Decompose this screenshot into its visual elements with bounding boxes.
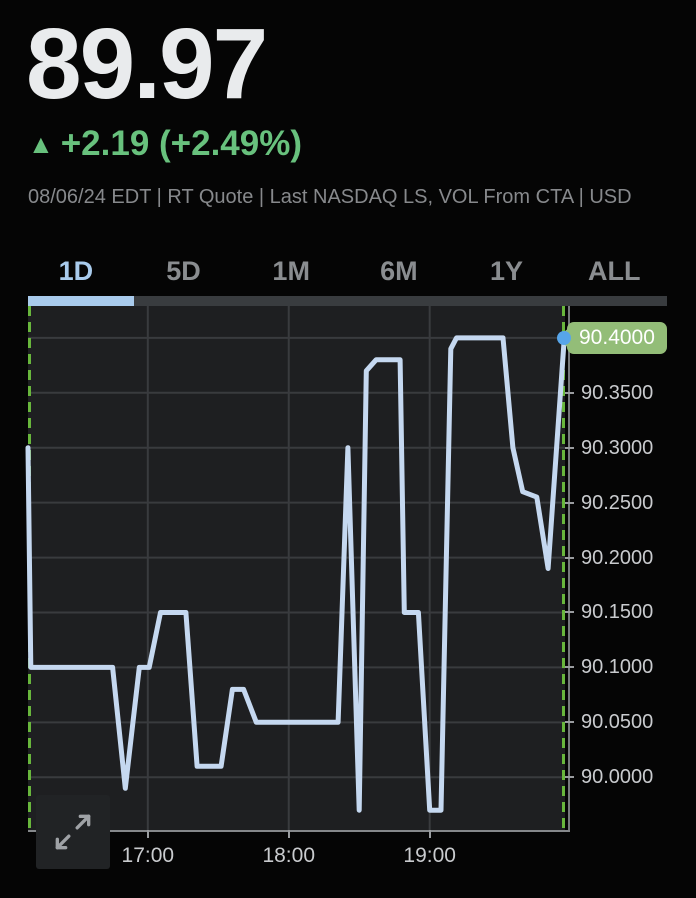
y-axis-line [568,306,570,830]
y-axis-tick [565,776,574,779]
y-axis-tick [565,666,574,669]
y-axis-label: 90.0000 [581,766,654,789]
tab-6m[interactable]: 6M [380,256,418,286]
tab-1y[interactable]: 1Y [490,256,524,286]
x-axis-tick [428,830,431,838]
expand-icon [55,814,91,850]
y-axis-tick [565,556,574,559]
tab-indicator-active [28,296,134,306]
last-price-badge: 90.4000 [567,321,667,354]
x-axis-tick [146,830,149,838]
expand-chart-button[interactable] [36,795,110,869]
x-axis-tick [287,830,290,838]
last-price-marker [557,330,572,345]
tab-indicator-track [28,296,667,306]
tab-1m[interactable]: 1M [272,256,310,286]
y-axis-tick [565,501,574,504]
y-axis-label: 90.3500 [581,381,654,404]
price-chart[interactable] [25,306,567,830]
x-axis-line [28,830,570,832]
y-axis-label: 90.3000 [581,436,654,459]
price-chart-svg [25,306,567,830]
y-axis-label: 90.1500 [581,601,654,624]
chart-area: 90.4000 90.3500 90.3000 90.2500 90.2000 90.15… [0,306,696,898]
y-axis-tick [565,391,574,394]
y-axis-tick [565,611,574,614]
tab-all[interactable]: ALL [587,256,641,286]
x-axis-label: 19:00 [403,844,456,867]
price-line-series [25,335,567,813]
y-axis-label: 90.1000 [581,656,654,679]
y-axis-tick [565,446,574,449]
price-change: ▲ +2.19 (+2.49%) [28,124,302,164]
last-price-badge-text: 90.4000 [579,325,655,349]
tab-5d[interactable]: 5D [166,256,201,286]
y-axis-label: 90.2000 [581,546,654,569]
y-axis-tick [565,721,574,724]
quote-meta: 08/06/24 EDT | RT Quote | Last NASDAQ LS… [28,186,632,208]
price-value: 89.97 [26,8,268,120]
up-triangle-icon: ▲ [28,129,54,159]
x-axis-label: 17:00 [121,844,175,867]
y-axis-label: 90.0500 [581,711,654,734]
tab-1d[interactable]: 1D [58,256,94,286]
x-axis-label: 18:00 [262,844,316,867]
y-axis-label: 90.2500 [581,491,654,514]
change-text: +2.19 (+2.49%) [60,124,303,163]
range-tabbar: 1D 5D 1M 6M 1Y ALL [22,252,668,290]
